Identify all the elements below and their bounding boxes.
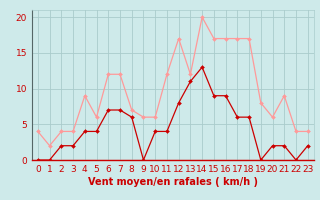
X-axis label: Vent moyen/en rafales ( km/h ): Vent moyen/en rafales ( km/h ) <box>88 177 258 187</box>
